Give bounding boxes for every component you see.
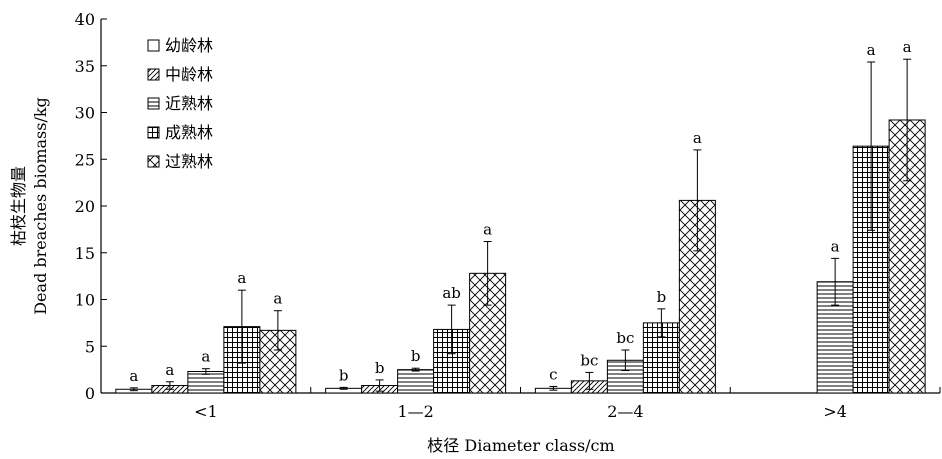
- legend-swatch: [147, 39, 160, 52]
- bar: [397, 369, 435, 394]
- significance-label: a: [237, 269, 246, 287]
- y-tick-label: 0: [85, 384, 95, 403]
- significance-label: bc: [616, 329, 634, 347]
- significance-label: a: [201, 348, 210, 366]
- y-axis-title-en: Dead breaches biomass/kg: [31, 97, 50, 315]
- x-tick-label: <1: [194, 402, 218, 421]
- y-tick-label: 5: [85, 337, 95, 356]
- legend-swatch: [147, 126, 160, 139]
- y-tick-label: 35: [75, 57, 95, 76]
- x-tick-label: >4: [823, 402, 847, 421]
- legend-swatch: [147, 97, 160, 110]
- legend-label: 过熟林: [165, 152, 213, 171]
- significance-label: a: [129, 367, 138, 385]
- significance-label: b: [339, 366, 349, 384]
- legend-swatch: [147, 68, 160, 81]
- significance-label: a: [165, 361, 174, 379]
- x-tick-label: 2—4: [607, 402, 643, 421]
- legend-label: 近熟林: [165, 94, 213, 113]
- x-tick-label: 1—2: [397, 402, 433, 421]
- y-tick-label: 10: [75, 291, 95, 310]
- significance-label: a: [867, 41, 876, 59]
- significance-label: b: [375, 359, 385, 377]
- significance-label: a: [483, 221, 492, 239]
- significance-label: a: [693, 129, 702, 147]
- y-tick-label: 30: [75, 104, 95, 123]
- y-tick-label: 15: [75, 244, 95, 263]
- legend-label: 中龄林: [165, 65, 213, 84]
- significance-label: a: [831, 237, 840, 255]
- y-axis-title-cn: 枯枝生物量: [9, 166, 28, 246]
- significance-label: ab: [442, 284, 461, 302]
- significance-label: bc: [580, 351, 598, 369]
- significance-label: c: [549, 365, 557, 383]
- legend-label: 成熟林: [165, 123, 213, 142]
- y-tick-label: 20: [75, 197, 95, 216]
- legend-swatch: [147, 155, 160, 168]
- significance-label: b: [657, 288, 667, 306]
- significance-label: a: [273, 290, 282, 308]
- y-tick-label: 25: [75, 150, 95, 169]
- y-tick-label: 40: [75, 10, 95, 29]
- legend-label: 幼龄林: [165, 36, 213, 55]
- x-axis-title: 枝径 Diameter class/cm: [427, 436, 614, 455]
- significance-label: a: [903, 38, 912, 56]
- significance-label: b: [411, 347, 421, 365]
